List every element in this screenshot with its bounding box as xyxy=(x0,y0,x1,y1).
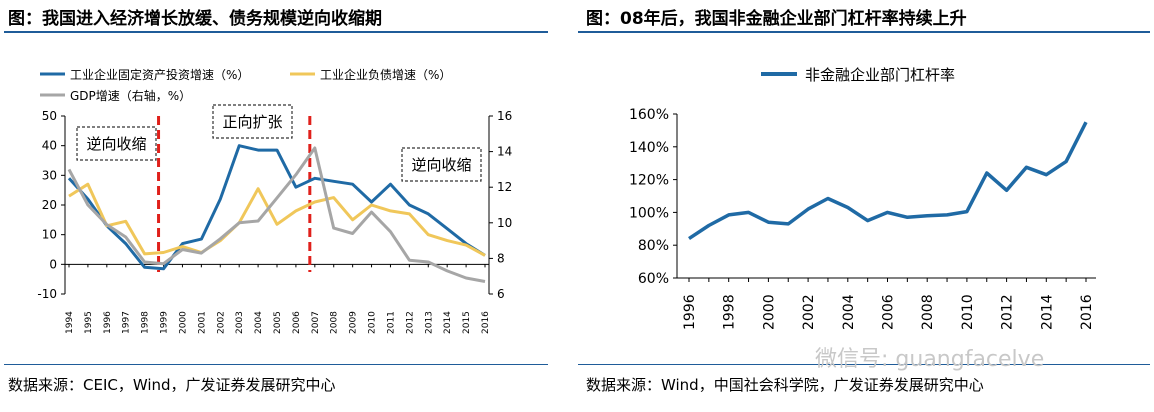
left-y-tick-label: -10 xyxy=(37,287,57,301)
x-tick-label: 2000 xyxy=(761,294,777,330)
x-tick-label: 2016 xyxy=(1079,294,1095,330)
left-source-note: 数据来源：CEIC，Wind，广发证券发展研究中心 xyxy=(8,376,336,394)
left-y-tick-label: 20 xyxy=(42,198,57,212)
annotation-box-0 xyxy=(76,126,157,161)
right-panel: 图：08年后，我国非金融企业部门杠杆率持续上升 60% 80% 100% 120% 14… xyxy=(578,0,1154,412)
x-tick-label: 2013 xyxy=(424,311,434,334)
annotation-box-1 xyxy=(212,104,293,139)
left-title-rule xyxy=(4,31,548,33)
y-tick-label: 160% xyxy=(629,107,669,123)
right-title-rule xyxy=(578,31,1150,33)
y-tick-label: 140% xyxy=(629,140,669,156)
left-panel-title: 图：我国进入经济增长放缓、债务规模逆向收缩期 xyxy=(8,9,382,29)
x-tick-label: 1997 xyxy=(122,311,132,334)
x-tick-label: 2004 xyxy=(254,311,264,334)
wechat-watermark: 微信号: guangfacelve xyxy=(815,347,1045,372)
legend-label: 非金融企业部门杠杆率 xyxy=(805,66,955,84)
x-tick-label: 2015 xyxy=(462,311,472,334)
left-y-tick-label: 30 xyxy=(42,168,57,182)
right-source-note: 数据来源：Wind，中国社会科学院，广发证券发展研究中心 xyxy=(586,376,984,394)
legend-label-2: GDP增速（右轴，%） xyxy=(70,88,191,103)
left-panel: 图：我国进入经济增长放缓、债务规模逆向收缩期 -10 0 10 20 30 40 50 6 8 1… xyxy=(0,0,548,412)
right-bottom-rule xyxy=(578,364,1150,365)
x-tick-label: 2008 xyxy=(330,311,340,334)
y-tick-label: 100% xyxy=(629,205,669,221)
x-tick-label: 2002 xyxy=(801,294,817,330)
legend-label-0: 工业企业固定资产投资增速（%） xyxy=(70,67,249,82)
right-y-tick-label: 6 xyxy=(497,287,505,301)
right-y-tick-label: 14 xyxy=(497,145,512,159)
x-tick-label: 1998 xyxy=(722,294,738,330)
x-tick-label: 1994 xyxy=(65,311,75,334)
right-panel-title: 图：08年后，我国非金融企业部门杠杆率持续上升 xyxy=(586,9,967,29)
x-tick-label: 2014 xyxy=(443,311,453,334)
right-y-tick-label: 10 xyxy=(497,216,512,230)
x-tick-label: 2006 xyxy=(881,294,897,330)
x-tick-label: 2000 xyxy=(178,311,188,334)
x-tick-label: 2003 xyxy=(235,311,245,334)
annotation-label-0: 逆向收缩 xyxy=(86,135,146,153)
left-y-tick-label: 10 xyxy=(42,228,57,242)
x-tick-label: 2011 xyxy=(386,311,396,334)
x-tick-label: 2008 xyxy=(920,294,936,330)
x-tick-label: 2006 xyxy=(292,311,302,334)
y-tick-label: 80% xyxy=(638,238,669,254)
right-y-tick-label: 8 xyxy=(497,251,505,265)
legend-label-1: 工业企业负债增速（%） xyxy=(320,67,451,82)
x-tick-label: 1999 xyxy=(160,311,170,334)
x-tick-label: 2005 xyxy=(273,311,283,334)
annotation-box-2 xyxy=(401,147,482,182)
x-tick-label: 1996 xyxy=(682,294,698,330)
x-tick-label: 2016 xyxy=(481,311,491,334)
y-tick-label: 120% xyxy=(629,173,669,189)
right-chart: 60% 80% 100% 120% 140% 160% 1996 1998 2000 2002 20… xyxy=(629,66,1096,330)
right-y-tick-label: 16 xyxy=(497,109,512,123)
x-tick-label: 2010 xyxy=(960,294,976,330)
right-y-tick-label: 12 xyxy=(497,180,512,194)
x-tick-label: 2009 xyxy=(349,311,359,334)
x-tick-label: 1995 xyxy=(84,311,94,334)
x-tick-label: 1996 xyxy=(103,311,113,334)
x-tick-label: 2012 xyxy=(405,311,415,334)
x-tick-label: 2014 xyxy=(1039,294,1055,330)
left-bottom-rule xyxy=(4,364,548,365)
x-tick-label: 1998 xyxy=(141,311,151,334)
series-line-leverage xyxy=(688,121,1088,241)
annotation-label-1: 正向扩张 xyxy=(222,113,282,131)
x-tick-label: 2001 xyxy=(197,311,207,334)
x-tick-label: 2010 xyxy=(368,311,378,334)
y-tick-label: 60% xyxy=(638,271,669,287)
left-y-tick-label: 40 xyxy=(42,139,57,153)
x-tick-label: 2002 xyxy=(216,311,226,334)
left-y-tick-label: 0 xyxy=(49,257,57,271)
left-chart: -10 0 10 20 30 40 50 6 8 10 12 14 16 1994 1995 1996 1997… xyxy=(37,67,512,334)
x-tick-label: 2012 xyxy=(1000,294,1016,330)
x-tick-label: 2007 xyxy=(311,311,321,334)
left-y-tick-label: 50 xyxy=(42,109,57,123)
annotation-label-2: 逆向收缩 xyxy=(411,156,471,174)
x-tick-label: 2004 xyxy=(841,294,857,330)
